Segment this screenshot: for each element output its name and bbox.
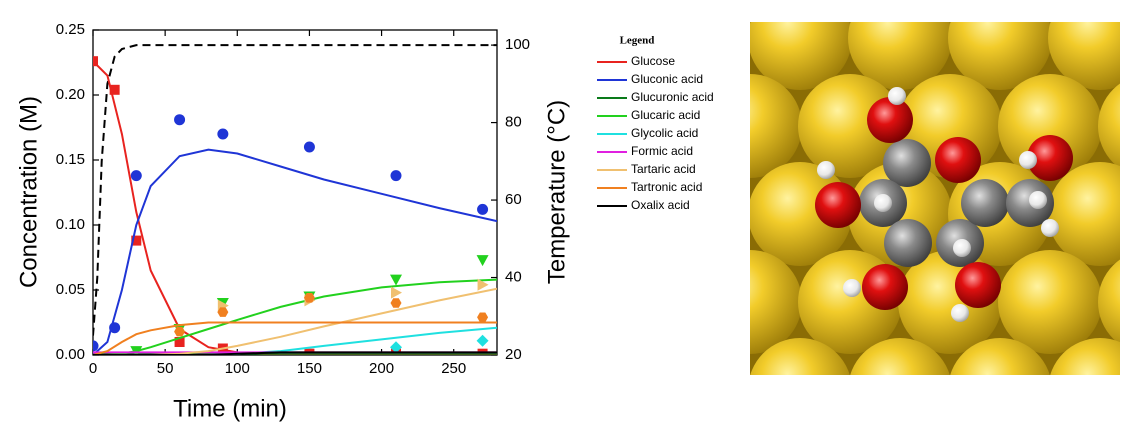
data-point: [131, 170, 142, 181]
y2-tick-label: 20: [505, 346, 522, 363]
hydrogen-atom: [888, 87, 906, 105]
legend-title: Legend: [620, 35, 655, 47]
x-tick-label: 200: [369, 360, 394, 377]
data-point: [109, 322, 120, 333]
temperature-line: [93, 45, 497, 336]
data-point: [304, 142, 315, 153]
plot-frame: [93, 30, 497, 355]
y-tick-label: 0.05: [56, 281, 85, 298]
legend-label: Tartronic acid: [631, 180, 702, 194]
data-point: [477, 335, 489, 347]
data-point: [88, 340, 99, 351]
figure: Time (min) Concentration (M) Temperature…: [0, 0, 1135, 426]
oxygen-atom: [867, 97, 913, 143]
gold-atom: [698, 250, 802, 354]
series-line: [93, 328, 497, 355]
y2-tick-label: 40: [505, 268, 522, 285]
plot-area: [88, 45, 498, 359]
carbon-atom: [884, 219, 932, 267]
data-point: [390, 275, 402, 286]
data-point: [391, 287, 402, 299]
legend-label: Oxalix acid: [631, 198, 690, 212]
legend-label: Glucose: [631, 54, 675, 68]
x-tick-label: 50: [157, 360, 174, 377]
hydrogen-atom: [843, 279, 861, 297]
oxygen-atom: [815, 182, 861, 228]
hydrogen-atom: [951, 304, 969, 322]
legend-label: Glycolic acid: [631, 126, 698, 140]
oxygen-atom: [862, 264, 908, 310]
carbon-atom: [883, 139, 931, 187]
data-point: [174, 327, 185, 337]
y2-tick-label: 80: [505, 114, 522, 131]
x-tick-label: 100: [225, 360, 250, 377]
y2-tick-label: 60: [505, 191, 522, 208]
data-point: [110, 85, 120, 95]
legend-label: Tartaric acid: [631, 162, 696, 176]
legend-label: Formic acid: [631, 144, 693, 158]
molecule-image: [648, 0, 1135, 426]
y-tick-label: 0.10: [56, 216, 85, 233]
page: Time (min) Concentration (M) Temperature…: [0, 0, 1135, 431]
data-point: [88, 56, 98, 66]
x-tick-label: 0: [89, 360, 97, 377]
x-tick-label: 250: [441, 360, 466, 377]
carbon-atom: [961, 179, 1009, 227]
hydrogen-atom: [1029, 191, 1047, 209]
hydrogen-atom: [874, 194, 892, 212]
y-tick-label: 0.00: [56, 346, 85, 363]
gold-atom: [648, 338, 752, 426]
data-point: [174, 114, 185, 125]
oxygen-atom: [955, 262, 1001, 308]
data-point: [391, 170, 402, 181]
hydrogen-atom: [1041, 219, 1059, 237]
data-point: [477, 313, 488, 323]
data-point: [391, 298, 402, 308]
series-line: [93, 280, 497, 355]
y2-axis-title: Temperature (°C): [543, 100, 570, 284]
oxygen-atom: [935, 137, 981, 183]
legend-label: Glucaric acid: [631, 108, 700, 122]
gold-atom: [648, 162, 752, 266]
y-tick-label: 0.20: [56, 86, 85, 103]
y-tick-label: 0.15: [56, 151, 85, 168]
hydrogen-atom: [953, 239, 971, 257]
legend-label: Glucuronic acid: [631, 90, 714, 104]
data-point: [477, 255, 489, 266]
hydrogen-atom: [817, 161, 835, 179]
gold-atom: [998, 250, 1102, 354]
data-point: [477, 204, 488, 215]
x-axis-title: Time (min): [173, 395, 287, 422]
y-tick-label: 0.25: [56, 21, 85, 38]
legend-label: Gluconic acid: [631, 72, 703, 86]
y-axis-title: Concentration (M): [15, 96, 42, 288]
x-tick-label: 150: [297, 360, 322, 377]
y2-tick-label: 100: [505, 36, 530, 53]
series-line: [93, 150, 497, 355]
hydrogen-atom: [1019, 151, 1037, 169]
data-point: [217, 129, 228, 140]
